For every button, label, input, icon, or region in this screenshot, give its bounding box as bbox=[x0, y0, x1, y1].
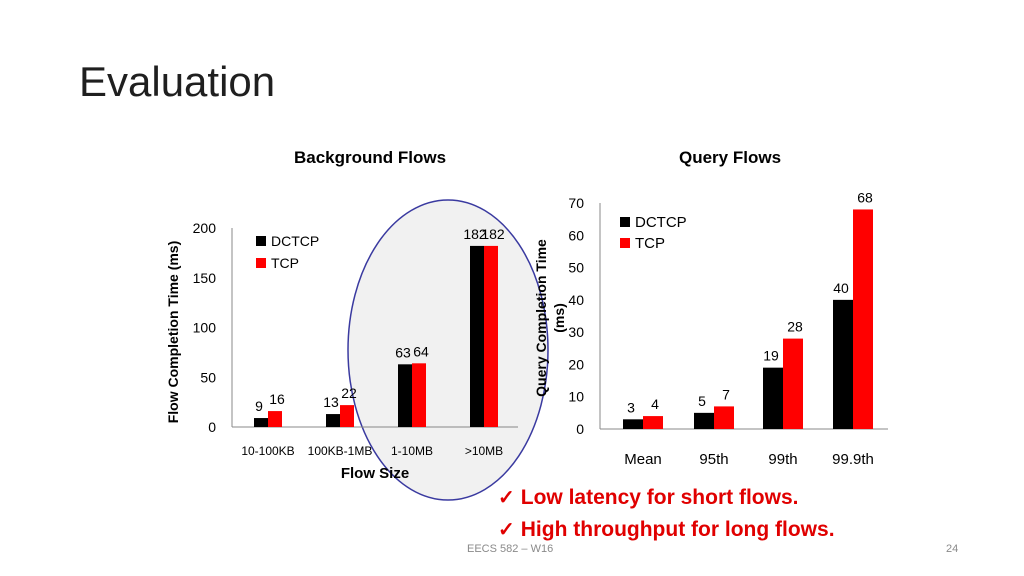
background-category-label: 100KB-1MB bbox=[308, 444, 373, 458]
background-data-label: 64 bbox=[413, 343, 429, 359]
query-y-tick-label: 10 bbox=[568, 389, 584, 405]
background-data-label: 182 bbox=[463, 226, 487, 242]
background-y-axis-title: Flow Completion Time (ms) bbox=[165, 241, 181, 424]
query-bar-dctcp bbox=[763, 367, 783, 429]
checkmark-icon: ✓ bbox=[498, 519, 515, 541]
background-y-tick-label: 0 bbox=[208, 419, 216, 435]
query-category-label: 99th bbox=[768, 451, 797, 468]
query-y-tick-label: 40 bbox=[568, 292, 584, 308]
takeaway-text: Low latency for short flows. bbox=[520, 486, 799, 509]
background-bar-tcp bbox=[412, 363, 426, 427]
background-category-label: >10MB bbox=[465, 444, 503, 458]
query-data-label: 3 bbox=[627, 399, 635, 415]
background-data-label: 63 bbox=[395, 344, 411, 360]
query-bar-tcp bbox=[853, 209, 873, 429]
query-legend-label: DCTCP bbox=[635, 214, 687, 231]
takeaway-text: High throughput for long flows. bbox=[520, 518, 835, 541]
query-legend-swatch bbox=[620, 238, 630, 248]
background-bar-tcp bbox=[340, 405, 354, 427]
background-y-tick-label: 200 bbox=[193, 220, 217, 236]
slide-footer: EECS 582 – W16 bbox=[467, 543, 554, 555]
query-chart-title: Query Flows bbox=[679, 148, 782, 167]
background-bar-tcp bbox=[268, 411, 282, 427]
background-category-label: 10-100KB bbox=[241, 444, 294, 458]
background-bar-dctcp bbox=[470, 245, 484, 427]
highlight-ellipse bbox=[347, 199, 549, 501]
query-data-label: 7 bbox=[722, 386, 730, 402]
background-bar-tcp bbox=[484, 245, 498, 427]
query-data-label: 4 bbox=[651, 396, 659, 412]
query-bar-tcp bbox=[714, 406, 734, 429]
query-y-axis-title: Query Completion Time (ms) bbox=[533, 239, 567, 397]
query-bar-dctcp bbox=[623, 419, 643, 429]
query-y-tick-label: 0 bbox=[576, 421, 584, 437]
query-legend-swatch bbox=[620, 217, 630, 227]
query-y-axis-title-line: Query Completion Time bbox=[533, 239, 549, 397]
background-category-label: 1-10MB bbox=[391, 444, 433, 458]
background-data-label: 9 bbox=[255, 398, 263, 414]
background-y-tick-label: 100 bbox=[193, 320, 217, 336]
background-legend-label: DCTCP bbox=[271, 233, 319, 249]
query-category-label: Mean bbox=[624, 451, 662, 468]
query-data-label: 5 bbox=[698, 393, 706, 409]
query-y-tick-label: 20 bbox=[568, 356, 584, 372]
query-legend-label: TCP bbox=[635, 235, 665, 252]
query-y-axis-title-line: (ms) bbox=[551, 303, 567, 333]
query-bar-dctcp bbox=[694, 412, 714, 429]
query-data-label: 28 bbox=[787, 319, 803, 335]
query-bar-tcp bbox=[783, 338, 803, 429]
background-chart-title: Background Flows bbox=[294, 148, 447, 167]
page-number: 24 bbox=[946, 543, 959, 555]
takeaway-item: ✓ High throughput for long flows. bbox=[498, 514, 835, 546]
query-data-label: 68 bbox=[857, 189, 873, 205]
background-legend-swatch bbox=[256, 236, 266, 246]
checkmark-icon: ✓ bbox=[498, 487, 515, 509]
query-y-tick-label: 60 bbox=[568, 227, 584, 243]
background-data-label: 16 bbox=[269, 391, 285, 407]
takeaway-item: ✓ Low latency for short flows. bbox=[498, 482, 835, 514]
query-y-tick-label: 30 bbox=[568, 324, 584, 340]
query-y-tick-label: 70 bbox=[568, 195, 584, 211]
background-data-label: 182 bbox=[481, 226, 505, 242]
background-bar-dctcp bbox=[326, 414, 340, 427]
query-category-label: 99.9th bbox=[832, 451, 874, 468]
background-legend-label: TCP bbox=[271, 255, 299, 271]
query-data-label: 40 bbox=[833, 280, 849, 296]
background-x-axis-title: Flow Size bbox=[341, 465, 409, 482]
background-legend-swatch bbox=[256, 258, 266, 268]
slide-title: Evaluation bbox=[79, 58, 276, 105]
background-y-tick-label: 150 bbox=[193, 270, 217, 286]
background-bar-dctcp bbox=[254, 418, 268, 427]
query-bar-tcp bbox=[643, 416, 663, 429]
background-data-label: 22 bbox=[341, 385, 357, 401]
takeaway-list: ✓ Low latency for short flows. ✓ High thro… bbox=[498, 482, 835, 546]
query-bar-dctcp bbox=[833, 299, 853, 429]
query-y-tick-label: 50 bbox=[568, 260, 584, 276]
background-y-tick-label: 50 bbox=[200, 369, 216, 385]
query-data-label: 19 bbox=[763, 348, 779, 364]
background-data-label: 13 bbox=[323, 394, 339, 410]
query-category-label: 95th bbox=[699, 451, 728, 468]
background-bar-dctcp bbox=[398, 364, 412, 427]
